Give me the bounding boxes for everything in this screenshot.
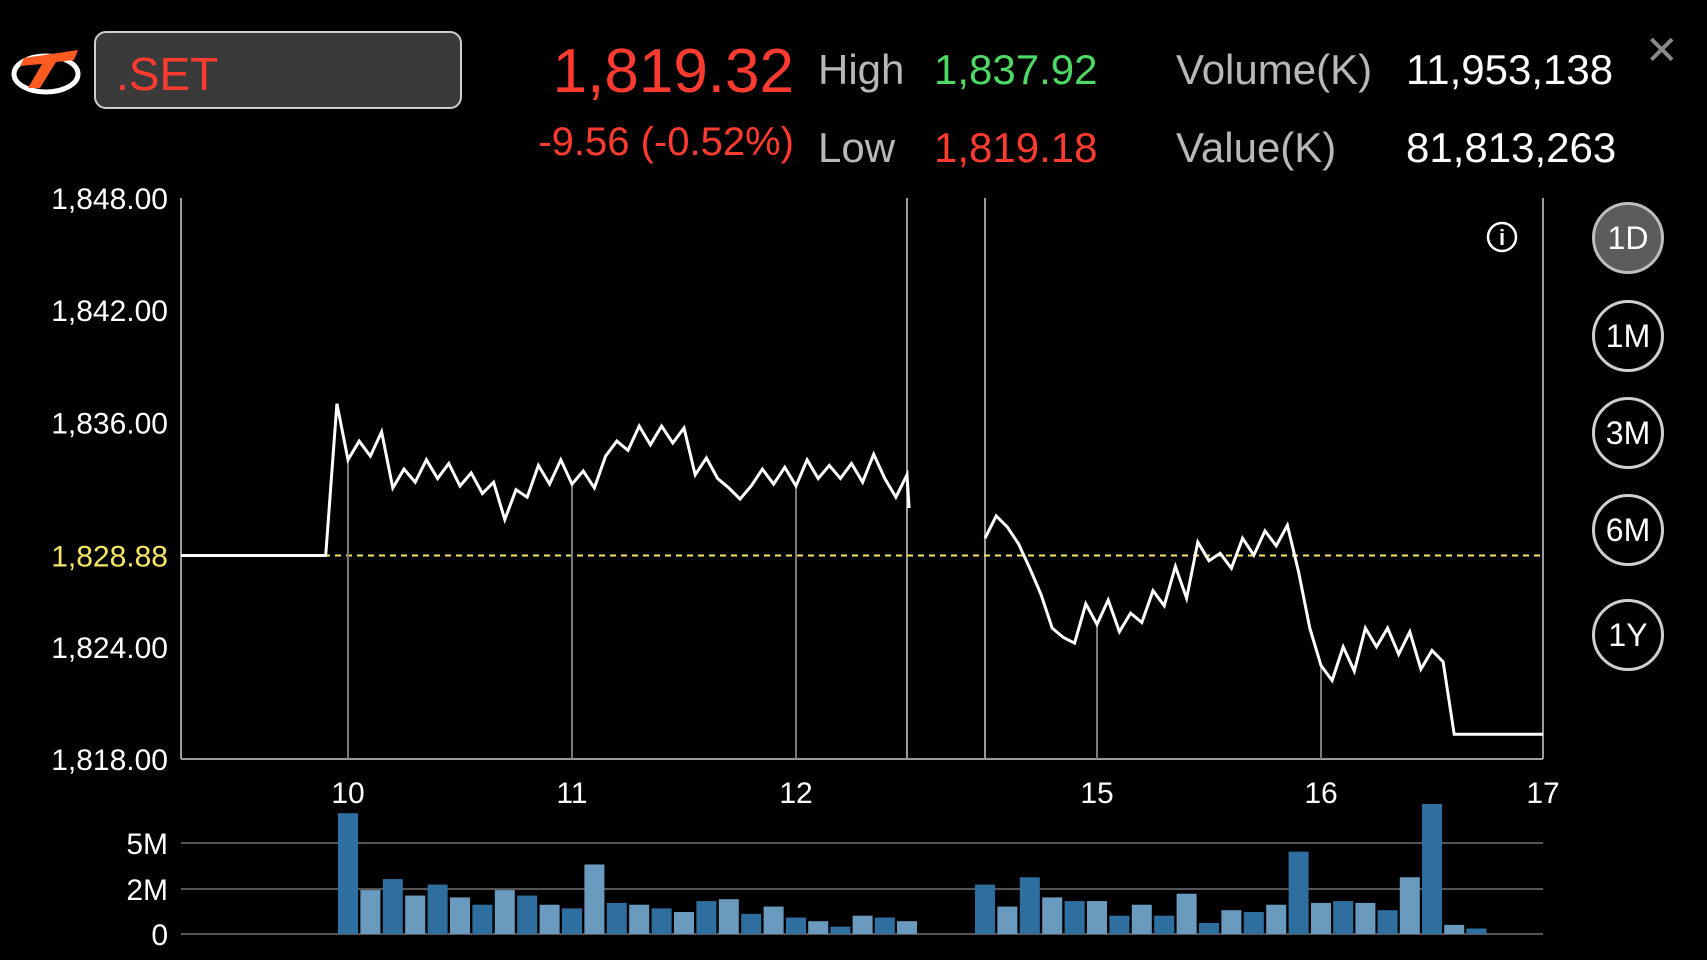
volume-bar [651,908,672,934]
y-tick-label: 1,824.00 [51,632,168,665]
info-icon [1486,221,1518,253]
volume-bar [1131,904,1152,934]
volume-bar [1064,901,1085,934]
volume-bar [763,906,784,934]
volume-bar [874,917,895,934]
volume-bar [997,906,1018,934]
symbol-search-box[interactable]: .SET [94,31,462,109]
volume-bar [427,884,448,934]
timeframe-1y-button[interactable]: 1Y [1592,599,1664,671]
volume-bar [539,904,560,934]
y-tick-label: 1,836.00 [51,407,168,440]
volume-bar [1087,901,1107,934]
volume-label: Volume(K) [1176,46,1373,93]
volume-bar [718,899,739,934]
volume-bar [1221,910,1242,934]
price-line-afternoon [983,513,1543,736]
volume-bar [1466,928,1487,934]
timeframe-3m-button[interactable]: 3M [1592,397,1664,469]
price-change: -9.56 (-0.52%) [538,120,794,164]
volume-bar [1154,915,1175,934]
volume-bar [786,917,806,934]
volume-bar [1176,893,1197,934]
volume-bar [1444,924,1465,934]
volume-bar [405,895,426,934]
high-value: 1,837.92 [934,46,1098,93]
volume-bar [1333,901,1354,934]
price-line-morning [181,403,911,557]
volume-bar [472,904,493,934]
volume-bar [1266,904,1287,934]
y-tick-label: 1,818.00 [51,744,168,777]
volume-bar [975,884,995,934]
x-tick-label: 11 [556,777,587,810]
volume-bar [696,901,717,934]
volume-bar [360,890,381,934]
timeframe-1d-button[interactable]: 1D [1592,202,1664,274]
low-value: 1,819.18 [934,124,1098,171]
timeframe-1m-button[interactable]: 1M [1592,300,1664,372]
volume-bar [1377,910,1398,934]
high-label: High [818,46,905,93]
volume-bar [606,902,627,934]
timeframe-6m-button[interactable]: 6M [1592,494,1664,566]
value-label: Value(K) [1176,124,1337,171]
symbol-text: .SET [116,48,219,100]
volume-bar [1243,912,1264,934]
volume-bar [674,912,694,934]
prev-close-label: 1,828.88 [51,541,168,574]
volume-y-label: 5M [126,828,168,861]
volume-bar [562,908,582,934]
volume-bar [1355,902,1376,934]
volume-bar [494,890,515,934]
volume-bar [1288,851,1309,934]
volume-bar [1399,877,1420,934]
volume-bar [450,897,470,934]
volume-bar [382,879,403,934]
last-price: 1,819.32 [552,37,794,106]
x-tick-label: 16 [1304,777,1337,810]
volume-bar [1019,877,1040,934]
x-tick-label: 12 [779,777,812,810]
volume-bar [830,926,851,934]
volume-value: 11,953,138 [1406,46,1614,93]
volume-bar [808,921,829,934]
volume-bar [584,864,605,934]
volume-bar [338,813,358,934]
volume-y-label: 2M [126,874,168,907]
volume-bar [852,915,873,934]
close-icon[interactable]: ✕ [1645,29,1679,73]
volume-bar [741,913,762,934]
volume-bar [517,895,538,934]
app-logo [11,50,81,95]
volume-bar [1311,902,1331,934]
volume-bar [897,921,917,934]
volume-bar [629,904,650,934]
volume-bar [1109,915,1130,934]
info-icon-glyph: i [1499,225,1505,250]
value-value: 81,813,263 [1406,124,1617,171]
y-tick-label: 1,848.00 [51,183,168,216]
x-tick-label: 15 [1080,777,1113,810]
volume-bar [1042,897,1063,934]
volume-bar [1199,923,1219,934]
x-tick-label: 17 [1526,777,1559,810]
x-tick-label: 10 [331,777,364,810]
y-tick-label: 1,842.00 [51,295,168,328]
low-label: Low [818,124,896,171]
volume-y-label: 0 [151,919,168,952]
volume-bar [1422,804,1442,934]
